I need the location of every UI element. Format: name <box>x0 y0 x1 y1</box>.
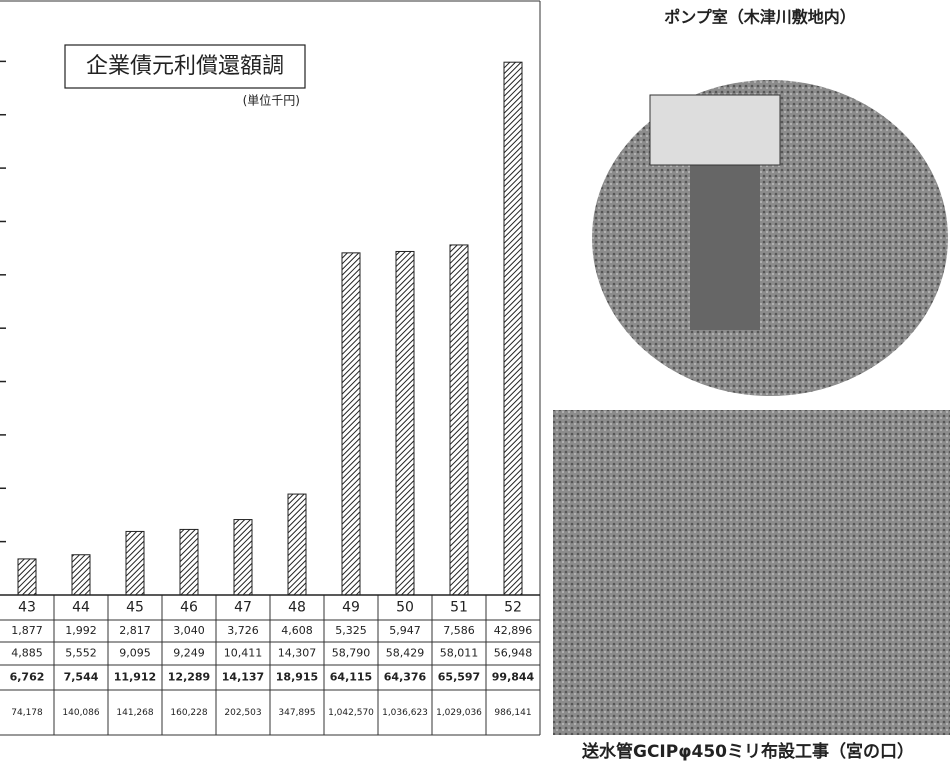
table-cell: 140,086 <box>62 708 99 718</box>
bar <box>449 244 469 596</box>
table-cell: 4,885 <box>11 647 43 660</box>
x-tick-label: 44 <box>72 600 90 616</box>
x-tick-label: 47 <box>234 600 252 616</box>
table-cell: 1,042,570 <box>328 708 374 718</box>
unit-label: (単位千円) <box>243 93 300 108</box>
bar <box>341 252 361 596</box>
x-tick-label: 45 <box>126 600 144 616</box>
photo-caption: ポンプ室（木津川敷地内） <box>664 8 856 27</box>
bar <box>287 493 307 596</box>
value-label: 14,137 <box>222 671 264 684</box>
value-label: 64,376 <box>384 671 427 684</box>
table-cell: 9,249 <box>173 647 205 660</box>
bar <box>17 558 37 596</box>
x-tick-label: 48 <box>288 600 306 616</box>
table-cell: 1,036,623 <box>382 708 428 718</box>
title-box <box>64 44 306 89</box>
x-tick-label: 46 <box>180 600 198 616</box>
table-cell: 1,029,036 <box>436 708 482 718</box>
x-tick-label: 49 <box>342 600 360 616</box>
table-cell: 5,947 <box>389 624 421 637</box>
table-cell: 160,228 <box>170 708 207 718</box>
x-tick-label: 43 <box>18 600 36 616</box>
table-cell: 4,608 <box>281 624 313 637</box>
x-tick-label: 50 <box>396 600 414 616</box>
bar <box>125 530 145 596</box>
pump-tower <box>690 160 760 330</box>
table-cell: 5,552 <box>65 647 97 660</box>
table-cell: 58,790 <box>332 647 371 660</box>
table-cell: 58,429 <box>386 647 425 660</box>
table-cell: 202,503 <box>224 708 261 718</box>
table-cell: 141,268 <box>116 708 153 718</box>
table-cell: 1,992 <box>65 624 97 637</box>
bar <box>179 528 199 596</box>
chart-title: 企業債元利償還額調 <box>86 54 284 79</box>
table-cell: 7,586 <box>443 624 475 637</box>
table-cell: 56,948 <box>494 647 533 660</box>
table-cell: 347,895 <box>278 708 315 718</box>
table-cell: 986,141 <box>494 708 531 718</box>
value-label: 18,915 <box>276 671 318 684</box>
table-cell: 9,095 <box>119 647 151 660</box>
table-cell: 58,011 <box>440 647 479 660</box>
value-label: 64,115 <box>330 671 372 684</box>
x-tick-label: 51 <box>450 600 468 616</box>
table-cell: 3,726 <box>227 624 259 637</box>
table-cell: 3,040 <box>173 624 205 637</box>
x-tick-label: 52 <box>504 600 522 616</box>
bar <box>233 519 253 596</box>
value-label: 99,844 <box>492 671 535 684</box>
photo-caption: 送水管GCIPφ450ミリ布設工事（宮の口） <box>582 741 914 762</box>
photos: ポンプ室（木津川敷地内） 送水管GCIPφ450ミリ布設工事（宮の口） <box>553 8 950 762</box>
table-cell: 1,877 <box>11 624 43 637</box>
value-label: 65,597 <box>438 671 480 684</box>
value-label: 7,544 <box>64 671 99 684</box>
bar <box>395 250 415 596</box>
table-cell: 74,178 <box>11 708 43 718</box>
pump-house <box>649 94 781 166</box>
table-cell: 42,896 <box>494 624 533 637</box>
table-cell: 5,325 <box>335 624 367 637</box>
value-label: 11,912 <box>114 671 156 684</box>
bar <box>71 554 91 596</box>
table-cell: 14,307 <box>278 647 317 660</box>
table-cell: 2,817 <box>119 624 151 637</box>
value-label: 6,762 <box>10 671 45 684</box>
bar <box>503 61 523 596</box>
value-label: 12,289 <box>168 671 210 684</box>
table-cell: 10,411 <box>224 647 263 660</box>
pipe-photo <box>553 410 950 735</box>
